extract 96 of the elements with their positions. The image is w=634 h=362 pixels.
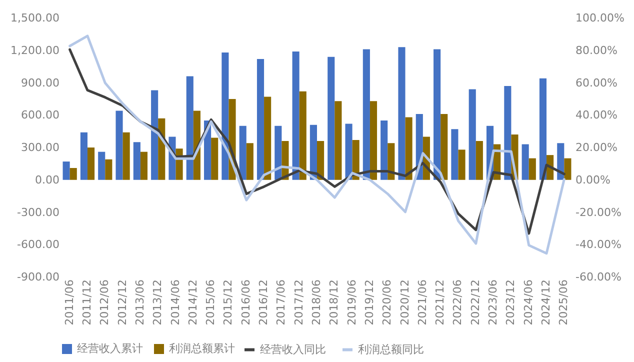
bar [62, 162, 70, 180]
bar [434, 49, 441, 180]
x-tick-label: 2020/12 [398, 280, 412, 326]
bar [564, 158, 572, 180]
bar [504, 86, 512, 180]
bar [370, 101, 378, 180]
y2-tick-label: -20.00% [576, 206, 622, 219]
x-tick-label: 2013/12 [151, 280, 164, 326]
bar [151, 90, 158, 180]
bar [239, 126, 246, 180]
bar [186, 76, 194, 180]
bar [557, 143, 564, 180]
x-tick-label: 2015/12 [222, 280, 235, 326]
bar [122, 132, 130, 180]
x-tick-label: 2014/06 [168, 280, 182, 326]
y2-tick-label: 100.00% [576, 12, 624, 24]
bar [264, 96, 272, 180]
bar [539, 78, 547, 180]
legend-label: 经营收入累计 [77, 342, 143, 355]
bar [451, 129, 458, 180]
y2-tick-label: 20.00% [576, 141, 618, 154]
bar [405, 117, 412, 180]
x-tick-label: 2020/06 [380, 280, 394, 326]
bar [140, 152, 148, 180]
x-tick-label: 2015/06 [204, 280, 218, 326]
bar [468, 89, 476, 180]
bar [352, 140, 360, 180]
y2-tick-label: -40.00% [576, 238, 622, 252]
bar [328, 56, 335, 180]
bar [398, 47, 406, 180]
y2-tick-label: 80.00% [576, 44, 618, 57]
bar [522, 144, 529, 180]
bar [292, 51, 300, 180]
x-tick-label: 2012/12 [116, 280, 129, 326]
y-tick-label: 900.00 [21, 76, 60, 90]
bar [458, 150, 466, 180]
y-tick-label: -600.00 [17, 238, 60, 252]
x-tick-label: 2024/12 [540, 280, 553, 326]
y-tick-label: 1,200.00 [10, 44, 60, 57]
y-tick-label: 1,500.00 [10, 12, 60, 24]
bar [80, 132, 88, 180]
bar [256, 59, 264, 180]
y-tick-label: -300.00 [17, 206, 60, 219]
x-tick-label: 2017/12 [292, 280, 306, 326]
x-tick-label: 2016/06 [239, 280, 252, 326]
bar [299, 91, 306, 180]
bar [211, 138, 218, 180]
bar [70, 168, 77, 180]
y-tick-label: 0.00 [35, 173, 60, 186]
x-tick-label: 2018/12 [328, 280, 341, 326]
bar [345, 124, 352, 180]
bar [334, 101, 342, 180]
bar [98, 152, 106, 180]
x-tick-label: 2021/06 [416, 280, 429, 326]
y-tick-label: 300.00 [21, 141, 60, 154]
x-tick-label: 2011/12 [80, 280, 94, 326]
x-tick-label: 2022/12 [468, 280, 482, 326]
legend-label: 利润总额累计 [169, 342, 235, 355]
bar [246, 143, 254, 180]
y-tick-label: -900.00 [17, 270, 60, 284]
bar [317, 141, 324, 180]
x-tick-label: 2019/12 [362, 280, 376, 326]
x-tick-label: 2012/06 [98, 280, 112, 326]
x-tick-label: 2023/12 [504, 280, 518, 326]
line-series [68, 34, 566, 255]
bar [116, 110, 123, 180]
x-tick-label: 2024/06 [522, 280, 535, 326]
legend-label: 利润总额同比 [358, 342, 424, 356]
y-tick-label: 600.00 [21, 108, 60, 122]
y2-tick-label: 60.00% [576, 76, 618, 90]
x-tick-label: 2021/12 [434, 280, 447, 326]
x-tick-label: 2019/06 [345, 280, 358, 326]
bar [476, 141, 483, 180]
bar [528, 158, 536, 180]
bar [222, 52, 229, 180]
bar [133, 142, 140, 180]
y2-tick-label: 40.00% [576, 108, 618, 122]
x-tick-label: 2013/06 [133, 280, 146, 326]
bar [105, 159, 112, 180]
bar [362, 49, 370, 180]
bar [87, 148, 95, 180]
bar [388, 143, 395, 180]
x-tick-label: 2025/06 [557, 280, 570, 326]
x-tick-label: 2014/12 [186, 280, 200, 326]
bar [274, 126, 282, 180]
y2-tick-label: 0.00% [576, 173, 610, 186]
x-tick-label: 2016/12 [257, 280, 270, 326]
x-tick-label: 2018/06 [310, 280, 323, 326]
x-tick-label: 2017/06 [274, 280, 288, 326]
x-tick-label: 2022/06 [451, 280, 464, 326]
x-tick-label: 2011/06 [62, 280, 76, 326]
bar [380, 120, 388, 180]
x-tick-label: 2023/06 [486, 280, 500, 326]
y2-tick-label: -60.00% [576, 270, 622, 284]
legend-label: 经营收入同比 [260, 342, 326, 356]
bar [440, 114, 448, 180]
